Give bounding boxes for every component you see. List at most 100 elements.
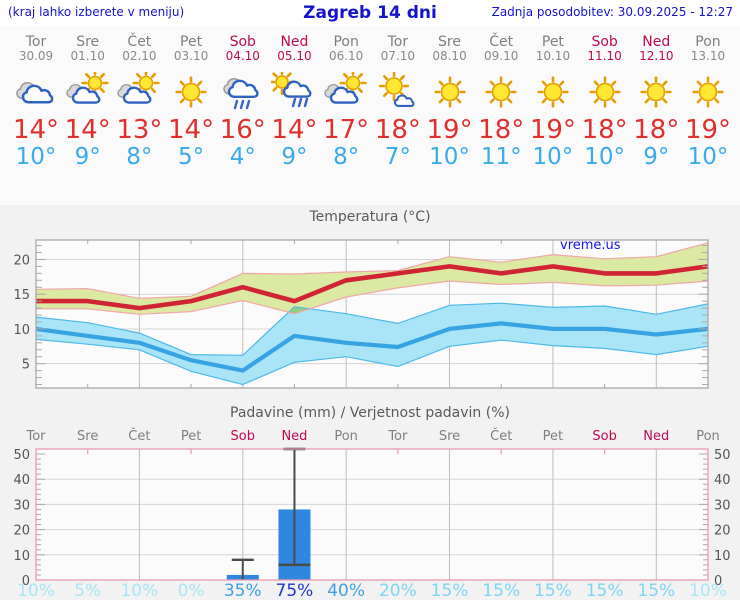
weather-icon-slot	[370, 70, 426, 112]
day-column: Pon 13.10 19° 10°	[680, 34, 736, 171]
svg-text:40: 40	[13, 473, 30, 488]
svg-text:10: 10	[13, 323, 30, 338]
day-name-label: Ned	[280, 34, 309, 50]
precip-day-label: Pet	[180, 429, 202, 444]
weather-icon-slot	[680, 72, 736, 112]
day-name-label: Sob	[229, 34, 256, 50]
day-column: Ned 12.10 18° 9°	[628, 35, 684, 171]
precip-day-label: Pet	[542, 429, 564, 444]
vreme-us-link[interactable]: vreme.us	[560, 238, 621, 253]
day-date-label: 11.10	[587, 49, 622, 63]
day-name-label: Pon	[333, 34, 359, 50]
day-column: Ned 05.10 14° 9°	[266, 35, 322, 170]
day-column: Čet 02.10 13° 8°	[111, 35, 167, 171]
low-temp-label: 10°	[429, 144, 470, 170]
weather-icon-slot	[525, 72, 581, 112]
svg-text:20: 20	[714, 524, 731, 539]
low-temp-label: 8°	[333, 144, 360, 170]
precip-day-label: Ned	[281, 429, 308, 444]
precipitation-chart-title: Padavine (mm) / Verjetnost padavin (%)	[230, 405, 510, 421]
high-temp-label: 17°	[323, 115, 370, 145]
sunny-icon	[589, 76, 621, 108]
svg-text:5: 5	[22, 358, 30, 373]
high-temp-label: 13°	[116, 115, 163, 145]
precip-day-label: Čet	[128, 429, 151, 444]
day-name-label: Tor	[387, 34, 409, 50]
sunny-icon	[692, 76, 724, 108]
low-temp-label: 7°	[384, 144, 411, 170]
sunny-icon	[537, 76, 569, 108]
day-column: Sob 04.10 16° 4°	[215, 34, 271, 171]
day-date-label: 06.10	[328, 49, 364, 63]
precipitation-chart: 0 0 10 10 20 20 30 30 40 40 50 50	[13, 447, 731, 585]
weather-icon-slot	[8, 72, 64, 112]
temperature-chart-title: Temperatura (°C)	[309, 209, 431, 225]
forecast-strip: Tor 30.09 14° 10° Sre 01.10 14° 9° Čet 02.10 13° 8°…	[0, 27, 740, 205]
precip-probability-label: 10%	[689, 581, 727, 600]
svg-text:50: 50	[714, 448, 731, 463]
day-name-label: Pet	[541, 34, 564, 50]
day-date-label: 08.10	[432, 49, 467, 63]
weather-icon-slot	[318, 69, 374, 112]
svg-text:0: 0	[22, 574, 30, 585]
high-temp-label: 14°	[168, 115, 215, 145]
svg-text:0: 0	[714, 574, 722, 585]
day-column: Tor 30.09 14° 10°	[8, 34, 64, 171]
low-temp-label: 8°	[126, 144, 153, 170]
precip-probability-label: 15%	[637, 581, 676, 600]
sun-rain-icon	[269, 68, 312, 108]
day-name-label: Sre	[76, 34, 100, 50]
location-hint: (kraj lahko izberete v meniju)	[8, 5, 185, 19]
day-date-label: 01.10	[70, 49, 105, 63]
low-temp-label: 9°	[643, 144, 670, 170]
day-date-label: 10.10	[535, 49, 571, 63]
precip-day-label: Sob	[230, 429, 255, 444]
precip-probability-label: 20%	[378, 581, 417, 600]
day-date-label: 02.10	[122, 49, 157, 63]
sunny-icon	[175, 76, 207, 108]
high-temp-label: 18°	[633, 115, 680, 145]
day-date-label: 13.10	[690, 49, 726, 63]
high-temp-label: 14°	[64, 115, 111, 145]
day-name-label: Pon	[695, 34, 721, 50]
low-temp-label: 10°	[584, 144, 625, 170]
day-date-label: 04.10	[225, 49, 260, 63]
partly-icon	[66, 69, 109, 104]
high-temp-label: 18°	[374, 115, 421, 145]
day-date-label: 03.10	[173, 49, 209, 63]
day-name-label: Tor	[25, 34, 47, 50]
svg-text:10: 10	[714, 549, 731, 564]
weather-icon-slot	[266, 68, 322, 112]
precip-probability-label: 10%	[120, 581, 159, 600]
day-column: Tor 07.10 18° 7°	[370, 34, 426, 171]
precip-day-label: Tor	[388, 429, 408, 444]
precip-day-label: Sob	[592, 429, 617, 444]
high-temp-label: 18°	[581, 115, 628, 145]
high-temp-label: 14°	[12, 115, 60, 145]
page-header: (kraj lahko izberete v meniju) Zagreb 14…	[0, 0, 740, 28]
low-temp-label: 10°	[15, 144, 57, 170]
high-temp-label: 14°	[271, 115, 318, 145]
low-temp-label: 5°	[177, 144, 205, 170]
weather-icon-slot	[628, 72, 684, 112]
weather-icon-slot	[60, 69, 116, 112]
low-temp-label: 9°	[281, 144, 308, 170]
low-temp-label: 4°	[229, 144, 256, 170]
temperature-chart: 5 10 15 20	[13, 239, 709, 389]
precip-probability-label: 0%	[177, 581, 205, 600]
precip-probability-label: 15%	[534, 581, 572, 600]
day-column: Sre 01.10 14° 9°	[60, 34, 116, 171]
day-date-label: 12.10	[639, 49, 674, 63]
charts-panel: Temperatura (°C) 5 10 15 20 vreme.us Padavi…	[0, 205, 740, 600]
day-date-label: 30.09	[18, 49, 54, 63]
precip-probability-label: 75%	[275, 581, 314, 600]
low-temp-label: 9°	[74, 144, 101, 170]
precip-day-label: Sre	[77, 429, 99, 444]
partly-icon	[117, 69, 160, 104]
high-temp-label: 19°	[529, 115, 576, 145]
high-temp-label: 16°	[219, 115, 266, 145]
weather-icon-slot	[422, 72, 478, 112]
high-temp-label: 18°	[478, 115, 525, 145]
day-column: Čet 09.10 18° 11°	[473, 35, 529, 171]
